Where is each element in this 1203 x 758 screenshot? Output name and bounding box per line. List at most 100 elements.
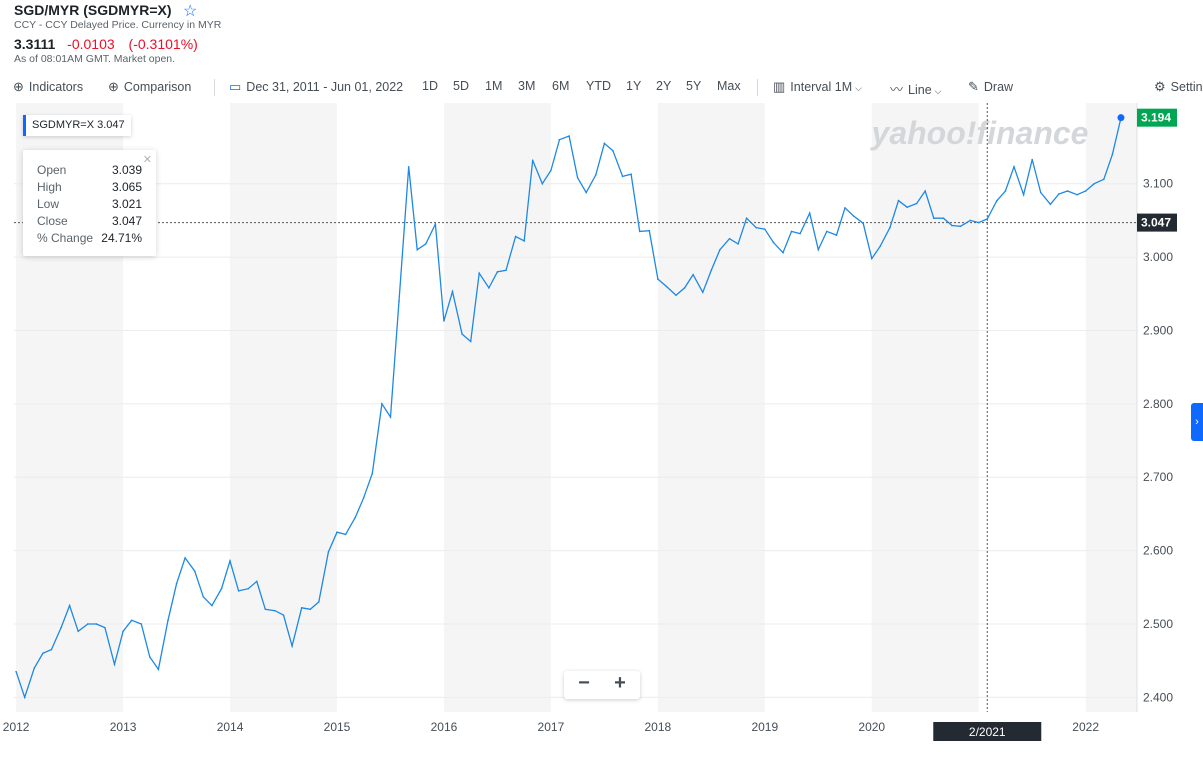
settings-button[interactable]: ⚙ Settings	[1154, 79, 1203, 95]
chevron-down-icon: ⌵	[934, 86, 942, 96]
expand-panel-button[interactable]: ›	[1191, 403, 1203, 441]
x-tick-label: 2016	[431, 720, 458, 734]
data-point	[229, 560, 231, 562]
range-max[interactable]: Max	[717, 79, 741, 93]
range-ytd[interactable]: YTD	[586, 79, 611, 93]
data-point	[541, 182, 544, 185]
data-point	[86, 623, 89, 625]
data-point	[291, 645, 293, 647]
y-tick-label: 2.600	[1143, 544, 1173, 558]
data-point	[951, 224, 953, 227]
data-point	[1004, 190, 1007, 192]
data-point	[514, 235, 517, 238]
range-2y[interactable]: 2Y	[656, 79, 672, 93]
chart-type-dropdown[interactable]: 〰 Line ⌵	[890, 79, 941, 98]
quote-subtitle: CCY - CCY Delayed Price. Currency in MYR	[14, 19, 222, 31]
data-point	[1111, 153, 1114, 156]
data-point	[211, 604, 213, 607]
data-point	[184, 557, 186, 559]
y-tick-label: 2.500	[1143, 617, 1173, 631]
data-point	[60, 626, 62, 629]
x-tick-label: 2014	[217, 720, 244, 734]
comparison-button[interactable]: ⊕ Comparison	[108, 79, 191, 95]
data-point	[790, 230, 793, 233]
yahoo-finance-watermark: yahoo!finance	[870, 115, 1089, 151]
data-point	[612, 149, 614, 152]
data-point	[434, 223, 437, 225]
data-point	[585, 191, 587, 194]
data-point	[558, 138, 561, 141]
data-point	[897, 199, 900, 202]
year-band	[657, 103, 765, 712]
data-point	[220, 587, 223, 590]
zoom-out-button[interactable]: −	[578, 672, 590, 694]
data-point	[826, 230, 828, 233]
zoom-in-button[interactable]: +	[614, 672, 626, 694]
data-point	[942, 217, 945, 219]
data-point	[461, 333, 463, 335]
range-5y[interactable]: 5Y	[686, 79, 702, 93]
data-point	[371, 472, 374, 475]
data-point	[77, 630, 79, 633]
data-point	[175, 582, 178, 585]
data-point	[140, 623, 143, 625]
data-point	[568, 135, 570, 137]
candlestick-icon: ▥	[773, 79, 786, 94]
symbol-value: 3.047	[97, 119, 125, 131]
data-point	[835, 234, 838, 236]
data-point	[1066, 190, 1069, 192]
range-3m[interactable]: 3M	[518, 79, 536, 93]
data-point	[389, 416, 392, 418]
data-point	[193, 570, 196, 572]
data-point	[362, 496, 365, 499]
zoom-controls: − +	[564, 671, 640, 699]
data-point	[300, 607, 303, 609]
data-point	[309, 608, 312, 611]
toolbar-divider	[757, 79, 758, 96]
data-point	[15, 670, 17, 673]
data-point	[799, 232, 801, 235]
data-point	[381, 403, 383, 405]
range-5d[interactable]: 5D	[453, 79, 469, 93]
data-point	[630, 173, 632, 175]
data-point	[737, 243, 739, 245]
range-6m[interactable]: 6M	[552, 79, 570, 93]
data-point	[488, 287, 490, 289]
data-point	[451, 290, 454, 293]
data-point	[986, 218, 989, 220]
tooltip-value: 3.047	[111, 214, 142, 228]
page-title: SGD/MYR (SGDMYR=X)	[14, 2, 172, 18]
date-range-button[interactable]: ▭ Dec 31, 2011 - Jun 01, 2022	[229, 79, 403, 95]
data-point	[550, 169, 552, 172]
y-tick-label: 3.100	[1143, 177, 1173, 191]
range-1d[interactable]: 1D	[422, 79, 438, 93]
indicators-button[interactable]: ⊕ Indicators	[13, 79, 83, 95]
close-icon[interactable]: ✕	[142, 154, 152, 166]
range-1m[interactable]: 1M	[485, 79, 503, 93]
draw-button[interactable]: ✎ Draw	[968, 79, 1013, 95]
crosshair-x-tag	[933, 722, 1042, 741]
range-1y[interactable]: 1Y	[626, 79, 642, 93]
tooltip-label: % Change	[37, 231, 94, 245]
data-point	[1049, 203, 1052, 206]
interval-dropdown[interactable]: ▥ Interval 1M ⌵	[773, 79, 862, 95]
star-icon[interactable]: ☆	[183, 3, 198, 20]
data-point	[1013, 166, 1015, 168]
calendar-icon: ▭	[229, 79, 242, 94]
tooltip-label: Close	[37, 214, 68, 228]
draw-label: Draw	[983, 80, 1014, 94]
data-point	[665, 285, 668, 288]
tooltip-label: Low	[37, 197, 60, 211]
data-point	[862, 222, 865, 225]
data-point	[683, 287, 686, 289]
comparison-label: Comparison	[123, 80, 192, 94]
data-point	[130, 619, 133, 622]
tooltip-value: 3.039	[111, 163, 142, 177]
ohlc-tooltip: ✕ Open 3.039 High 3.065 Low 3.021 Close 3.04…	[23, 150, 156, 256]
data-point	[755, 226, 758, 229]
data-point	[932, 217, 935, 219]
tooltip-value: 3.021	[111, 197, 142, 211]
y-tick-label: 2.900	[1143, 323, 1173, 337]
data-point	[844, 207, 846, 209]
